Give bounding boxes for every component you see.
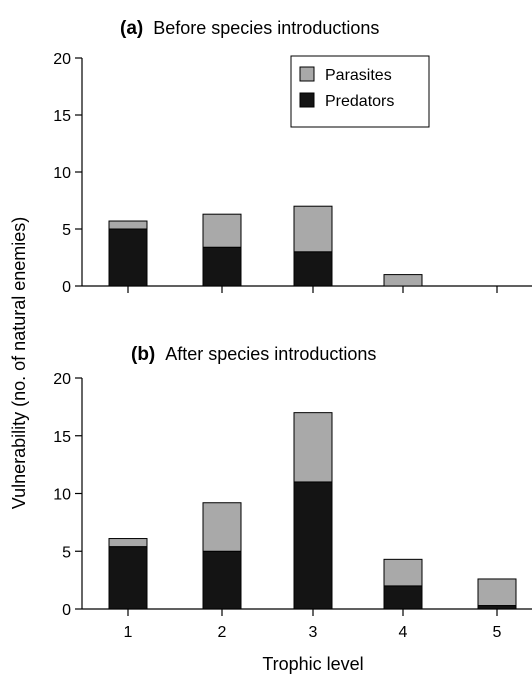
legend-swatch-predators — [299, 92, 315, 108]
legend-label-predators: Predators — [325, 93, 394, 110]
panel-a: (a) Before species introductions 0 5 10 15 20 P… — [53, 18, 532, 296]
x-tick-label: 3 — [309, 624, 318, 641]
y-axis-label: Vulnerability (no. of natural enemies) — [9, 217, 29, 509]
bar-predators — [202, 550, 242, 610]
panel-b: (b) After species introductions 0 5 10 15 20 1 2… — [53, 344, 532, 641]
legend: Parasites Predators — [290, 55, 430, 128]
bar-parasites — [477, 578, 517, 607]
bar-predators — [383, 585, 423, 610]
panel-title-text: Before species introductions — [153, 18, 379, 38]
bar-predators — [477, 605, 517, 610]
panel-title: (a) Before species introductions — [120, 18, 379, 39]
bar-predators — [293, 251, 333, 287]
x-tick-label: 2 — [218, 624, 227, 641]
y-tick-label: 5 — [62, 544, 71, 561]
y-tick-label: 10 — [53, 165, 71, 182]
x-tick-label: 1 — [124, 624, 133, 641]
legend-swatch-parasites — [299, 66, 315, 82]
y-tick-label: 20 — [53, 371, 71, 388]
y-tick-label: 5 — [62, 222, 71, 239]
x-axis-label: Trophic level — [262, 654, 363, 674]
bar-parasites — [383, 274, 423, 287]
bar-parasites — [108, 538, 148, 548]
y-tick-label: 20 — [53, 51, 71, 68]
y-tick-label: 15 — [53, 108, 71, 125]
panel-title-text: After species introductions — [165, 344, 376, 364]
y-tick-label: 10 — [53, 487, 71, 504]
y-tick-label: 15 — [53, 429, 71, 446]
bar-parasites — [202, 213, 242, 248]
bar-predators — [202, 246, 242, 287]
bar-parasites — [293, 205, 333, 253]
x-tick-label: 5 — [493, 624, 502, 641]
legend-label-parasites: Parasites — [325, 67, 392, 84]
panel-letter: (b) — [131, 344, 155, 365]
bar-parasites — [108, 220, 148, 230]
bar-parasites — [293, 412, 333, 483]
bar-predators — [108, 228, 148, 287]
bar-predators — [108, 546, 148, 610]
bar-parasites — [202, 502, 242, 552]
y-tick-label: 0 — [62, 602, 71, 619]
panel-title: (b) After species introductions — [131, 344, 376, 365]
panel-letter: (a) — [120, 18, 143, 39]
bar-parasites — [383, 558, 423, 587]
bar-predators — [293, 481, 333, 610]
x-tick-label: 4 — [399, 624, 408, 641]
y-tick-label: 0 — [62, 279, 71, 296]
